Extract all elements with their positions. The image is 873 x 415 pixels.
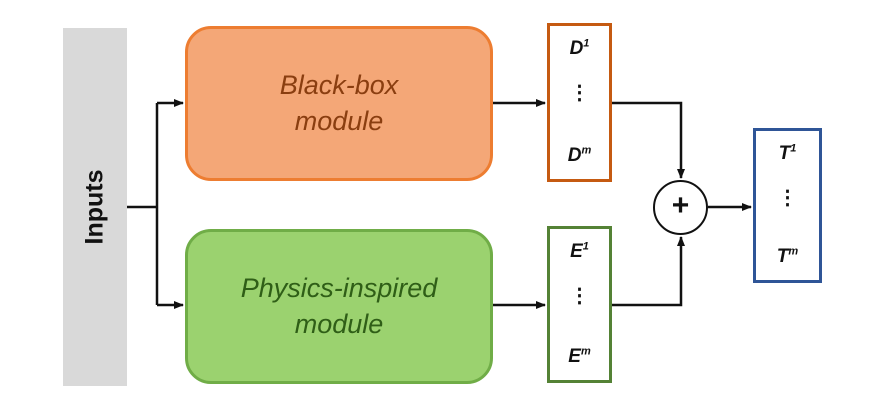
inputs-label: Inputs xyxy=(80,169,109,245)
d-vector-first: D1 xyxy=(569,37,590,59)
d-vector-box: D1 ⋮ Dm xyxy=(547,23,612,182)
e-vector-first: E1 xyxy=(570,240,589,262)
t-vector-box: T1 ⋮ Tm xyxy=(753,128,822,283)
e-vector-last: Em xyxy=(568,345,591,367)
physics-module-line2: module xyxy=(294,308,384,339)
t-vector-ellipsis: ⋮ xyxy=(777,187,798,209)
t-vector-last: Tm xyxy=(776,245,799,267)
black-box-module: Black-box module xyxy=(185,26,493,181)
inputs-block xyxy=(63,28,127,386)
physics-inspired-module: Physics-inspired module xyxy=(185,229,493,384)
sum-node: + xyxy=(653,180,708,235)
arrow-e-to-sum xyxy=(612,236,685,307)
black-box-module-line1: Black-box xyxy=(279,70,399,101)
arrow-d-to-sum xyxy=(612,101,685,179)
e-vector-box: E1 ⋮ Em xyxy=(547,226,612,383)
t-vector-first: T1 xyxy=(778,142,797,164)
d-vector-ellipsis: ⋮ xyxy=(569,82,590,104)
black-box-module-line2: module xyxy=(294,105,384,136)
e-vector-ellipsis: ⋮ xyxy=(569,285,590,307)
d-vector-last: Dm xyxy=(567,144,592,166)
physics-module-line1: Physics-inspired xyxy=(240,273,438,304)
